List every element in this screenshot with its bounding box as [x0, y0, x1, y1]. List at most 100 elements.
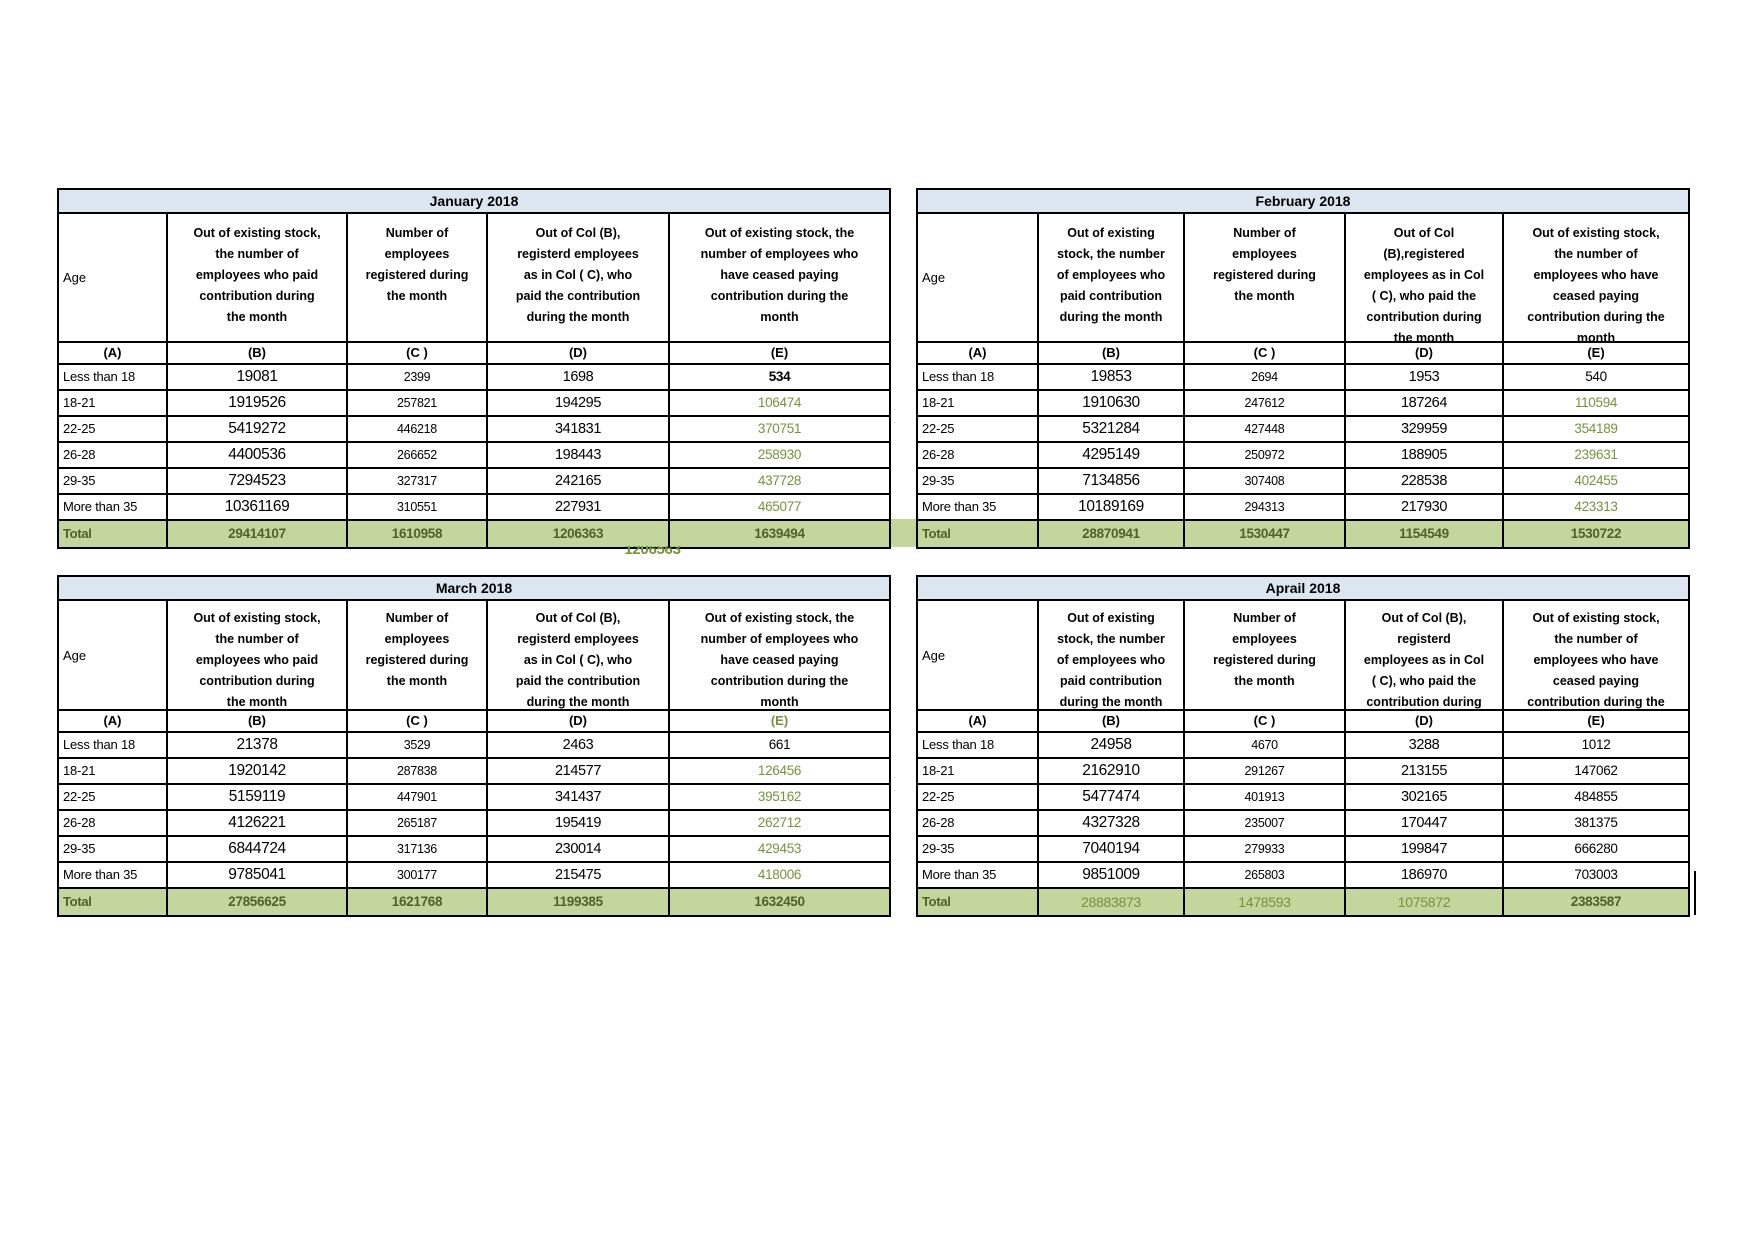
column-letter-d: (D) — [1346, 711, 1504, 733]
value-b: 21378 — [168, 733, 348, 759]
table-title: January 2018 — [59, 190, 889, 214]
stray-green-cell-fragment — [891, 519, 916, 547]
total-value-d: 1154549 — [1346, 521, 1504, 547]
value-d: 213155 — [1346, 759, 1504, 785]
age-label: 26-28 — [59, 443, 168, 469]
value-e: 402455 — [1504, 469, 1688, 495]
value-e: 1012 — [1504, 733, 1688, 759]
value-b: 4327328 — [1039, 811, 1185, 837]
value-c: 447901 — [348, 785, 488, 811]
column-letter-e: (E) — [1504, 711, 1688, 733]
value-b: 19081 — [168, 365, 348, 391]
value-e: 418006 — [670, 863, 889, 889]
value-e: 262712 — [670, 811, 889, 837]
total-value-c: 1530447 — [1185, 521, 1346, 547]
column-letter-a: (A) — [59, 343, 168, 365]
month-table-february-2018: February 2018 Age Out of existing stock, t… — [916, 188, 1690, 549]
column-letter-b: (B) — [168, 711, 348, 733]
value-c: 279933 — [1185, 837, 1346, 863]
age-label: Less than 18 — [918, 365, 1039, 391]
column-letter-e: (E) — [670, 711, 889, 733]
column-header-b: Out of existing stock, the number of emp… — [1039, 601, 1185, 711]
age-column-header: Age — [59, 601, 168, 711]
overflow-number-artifact: 1206563 — [585, 546, 720, 555]
value-d: 199847 — [1346, 837, 1504, 863]
value-e: 106474 — [670, 391, 889, 417]
total-value-c: 1610958 — [348, 521, 488, 547]
column-letter-b: (B) — [168, 343, 348, 365]
value-c: 247612 — [1185, 391, 1346, 417]
value-b: 7294523 — [168, 469, 348, 495]
column-header-e: Out of existing stock, the number of emp… — [670, 601, 889, 711]
age-label: 29-35 — [59, 837, 168, 863]
value-d: 188905 — [1346, 443, 1504, 469]
total-label: Total — [918, 521, 1039, 547]
value-b: 7134856 — [1039, 469, 1185, 495]
value-e: 395162 — [670, 785, 889, 811]
month-table-january-2018: January 2018 Age Out of existing stock, th… — [57, 188, 891, 549]
column-letter-e: (E) — [670, 343, 889, 365]
value-b: 24958 — [1039, 733, 1185, 759]
value-c: 446218 — [348, 417, 488, 443]
total-value-e: 1639494 — [670, 521, 889, 547]
column-letter-b: (B) — [1039, 711, 1185, 733]
column-letter-c: (C ) — [348, 343, 488, 365]
age-label: 26-28 — [918, 811, 1039, 837]
column-header-d: Out of Col (B), registerd employees as i… — [488, 601, 670, 711]
value-d: 198443 — [488, 443, 670, 469]
value-d: 341437 — [488, 785, 670, 811]
column-letter-b: (B) — [1039, 343, 1185, 365]
table-title: February 2018 — [918, 190, 1688, 214]
age-label: 22-25 — [918, 785, 1039, 811]
total-value-e: 1632450 — [670, 889, 889, 915]
column-header-b: Out of existing stock, the number of emp… — [168, 214, 348, 343]
value-b: 4400536 — [168, 443, 348, 469]
value-e: 354189 — [1504, 417, 1688, 443]
value-e: 258930 — [670, 443, 889, 469]
age-label: Less than 18 — [918, 733, 1039, 759]
total-label: Total — [59, 521, 168, 547]
value-e: 381375 — [1504, 811, 1688, 837]
value-e: 126456 — [670, 759, 889, 785]
column-header-b: Out of existing stock, the number of emp… — [168, 601, 348, 711]
value-d: 3288 — [1346, 733, 1504, 759]
column-letter-d: (D) — [488, 711, 670, 733]
value-e: 540 — [1504, 365, 1688, 391]
value-c: 317136 — [348, 837, 488, 863]
value-d: 341831 — [488, 417, 670, 443]
column-header-d: Out of Col (B), registerd employees as i… — [488, 214, 670, 343]
value-b: 5321284 — [1039, 417, 1185, 443]
value-b: 5419272 — [168, 417, 348, 443]
value-b: 5159119 — [168, 785, 348, 811]
age-label: More than 35 — [59, 863, 168, 889]
age-label: 22-25 — [59, 417, 168, 443]
value-c: 291267 — [1185, 759, 1346, 785]
column-letter-d: (D) — [1346, 343, 1504, 365]
value-d: 228538 — [1346, 469, 1504, 495]
value-d: 194295 — [488, 391, 670, 417]
value-e: 661 — [670, 733, 889, 759]
value-c: 300177 — [348, 863, 488, 889]
value-e: 465077 — [670, 495, 889, 521]
column-letter-a: (A) — [918, 343, 1039, 365]
value-b: 19853 — [1039, 365, 1185, 391]
total-value-d: 1075872 — [1346, 889, 1504, 915]
value-d: 215475 — [488, 863, 670, 889]
value-d: 302165 — [1346, 785, 1504, 811]
column-header-d: Out of Col (B),registered employees as i… — [1346, 214, 1504, 343]
column-header-c: Number of employees registered during th… — [1185, 214, 1346, 343]
table-title: March 2018 — [59, 577, 889, 601]
age-label: More than 35 — [59, 495, 168, 521]
value-b: 1919526 — [168, 391, 348, 417]
value-c: 265803 — [1185, 863, 1346, 889]
value-c: 307408 — [1185, 469, 1346, 495]
value-c: 265187 — [348, 811, 488, 837]
total-value-b: 29414107 — [168, 521, 348, 547]
month-table-aprail-2018: Aprail 2018 Age Out of existing stock, the… — [916, 575, 1690, 917]
column-letter-c: (C ) — [1185, 711, 1346, 733]
value-c: 401913 — [1185, 785, 1346, 811]
column-letter-d: (D) — [488, 343, 670, 365]
value-c: 266652 — [348, 443, 488, 469]
value-c: 2399 — [348, 365, 488, 391]
value-b: 10361169 — [168, 495, 348, 521]
